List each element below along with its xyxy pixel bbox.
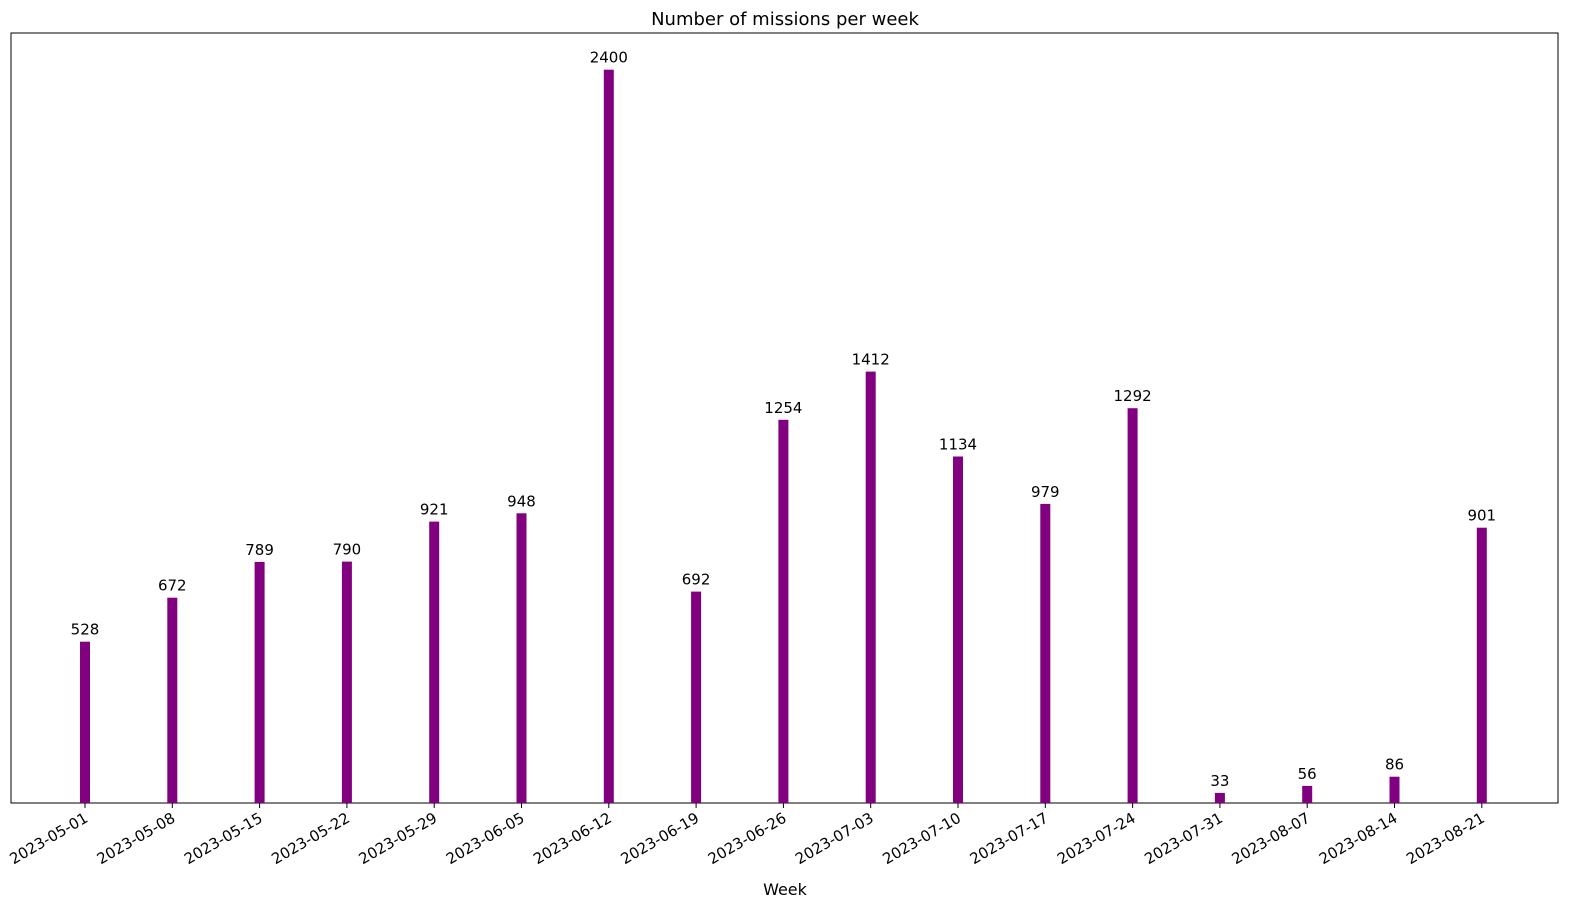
x-tick-label-2023-05-22: 2023-05-22	[268, 809, 353, 868]
value-label-2023-06-26: 1254	[764, 399, 802, 417]
value-label-2023-07-03: 1412	[852, 351, 890, 369]
value-label-2023-08-07: 56	[1298, 765, 1317, 783]
value-label-2023-07-10: 1134	[939, 436, 977, 454]
value-label-2023-06-19: 692	[682, 571, 711, 589]
value-labels-group: 528 672 789 790 921 948 2400 692 1254 1412 1134 979…	[71, 49, 1496, 790]
x-tick-label-2023-06-19: 2023-06-19	[618, 809, 703, 868]
bar-2023-07-24	[1127, 408, 1138, 803]
x-tick-label-2023-06-05: 2023-06-05	[443, 809, 528, 868]
bar-2023-06-12	[603, 69, 614, 803]
bar-2023-07-31	[1214, 792, 1225, 803]
bars-group	[80, 69, 1487, 803]
x-tick-label-2023-08-21: 2023-08-21	[1403, 809, 1488, 868]
bar-2023-06-26	[778, 419, 789, 803]
x-axis-label: Week	[763, 880, 808, 899]
bar-2023-05-01	[80, 641, 90, 803]
value-label-2023-07-24: 1292	[1114, 387, 1152, 405]
value-label-2023-06-05: 948	[507, 492, 536, 510]
x-tick-label-2023-07-17: 2023-07-17	[967, 809, 1052, 868]
x-tick-label-2023-07-31: 2023-07-31	[1141, 809, 1226, 868]
value-label-2023-05-01: 528	[71, 621, 100, 639]
x-tick-label-2023-07-10: 2023-07-10	[879, 809, 964, 868]
value-label-2023-07-17: 979	[1031, 483, 1060, 501]
value-label-2023-05-22: 790	[333, 541, 362, 559]
x-tick-label-2023-06-26: 2023-06-26	[705, 809, 790, 868]
bar-2023-05-22	[341, 561, 352, 803]
x-tick-label-2023-08-07: 2023-08-07	[1229, 809, 1314, 868]
value-label-2023-05-15: 789	[245, 541, 274, 559]
bar-2023-06-19	[691, 591, 702, 803]
bar-2023-05-15	[254, 561, 265, 803]
value-label-2023-07-31: 33	[1210, 772, 1229, 790]
bar-2023-07-03	[865, 371, 876, 803]
bar-2023-08-14	[1389, 776, 1400, 803]
bar-2023-08-07	[1302, 785, 1313, 803]
x-tick-label-2023-07-24: 2023-07-24	[1054, 809, 1139, 868]
x-tick-label-2023-05-01: 2023-05-01	[6, 809, 91, 868]
x-tick-label-2023-05-15: 2023-05-15	[181, 809, 266, 868]
chart-title: Number of missions per week	[651, 9, 919, 30]
x-tick-label-2023-06-12: 2023-06-12	[530, 809, 615, 868]
value-label-2023-08-14: 86	[1385, 756, 1404, 774]
x-tick-label-2023-05-29: 2023-05-29	[356, 809, 441, 868]
value-label-2023-05-29: 921	[420, 501, 449, 519]
x-tick-label-2023-05-08: 2023-05-08	[94, 809, 179, 868]
value-label-2023-06-12: 2400	[590, 49, 628, 67]
bar-2023-07-10	[953, 456, 963, 803]
x-tick-label-2023-08-14: 2023-08-14	[1316, 809, 1401, 868]
x-ticks-group: 2023-05-01 2023-05-08 2023-05-15 2023-05-22…	[6, 803, 1488, 868]
value-label-2023-08-21: 901	[1467, 507, 1496, 525]
bar-2023-05-08	[167, 597, 178, 803]
bar-2023-05-29	[429, 521, 440, 803]
bar-2023-07-17	[1040, 503, 1051, 803]
value-label-2023-05-08: 672	[158, 577, 187, 595]
x-tick-label-2023-07-03: 2023-07-03	[792, 809, 877, 868]
bar-2023-06-05	[516, 513, 527, 803]
bar-2023-08-21	[1476, 527, 1487, 803]
